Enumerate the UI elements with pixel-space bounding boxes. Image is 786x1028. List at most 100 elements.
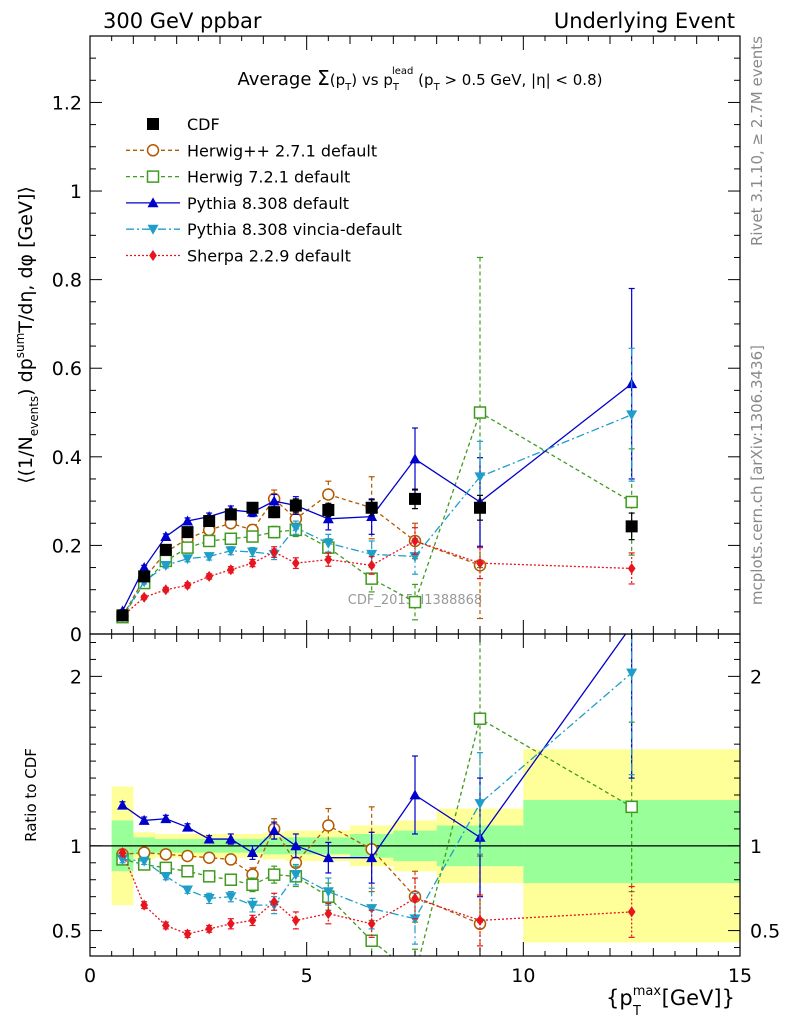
main-data-point <box>224 532 238 546</box>
legend-item: Sherpa 2.2.9 default <box>126 247 351 266</box>
ratio-ytick-label-right: 0.5 <box>750 921 780 943</box>
ratio-data-point <box>247 900 258 911</box>
ratio-data-point <box>322 819 335 832</box>
main-ylabel: ⟨(1/Nevents) dpsumT/dη, dφ [GeV]⟩ <box>13 186 41 484</box>
ratio-data-point <box>181 849 194 863</box>
ratio-series-4 <box>118 847 636 947</box>
main-data-point <box>324 554 333 566</box>
main-data-point <box>268 495 280 506</box>
mcplots-label: mcplots.cern.ch [arXiv:1306.3436] <box>748 345 766 605</box>
ratio-data-point <box>160 871 172 882</box>
ratio-ytick-label-right: 1 <box>750 836 762 858</box>
main-data-point <box>205 570 214 582</box>
legend-label: Herwig 7.2.1 default <box>187 168 350 187</box>
main-ytick-label: 0.8 <box>52 270 82 292</box>
main-series-line <box>121 411 632 618</box>
main-data-point <box>202 534 216 548</box>
ratio-data-point <box>203 893 215 904</box>
ratio-data-point <box>224 853 238 866</box>
ratio-data-point <box>203 833 215 844</box>
main-data-point <box>474 472 486 483</box>
ratio-data-point <box>159 848 173 861</box>
x-axis-label: {pmax T [GeV]} <box>606 984 735 1019</box>
ratio-data-point <box>627 906 636 918</box>
main-data-point <box>289 499 302 512</box>
legend-marker <box>147 224 159 235</box>
main-data-point <box>203 515 216 528</box>
main-data-point <box>248 557 257 569</box>
main-ytick-label: 0.2 <box>52 535 82 557</box>
main-data-point <box>290 523 302 534</box>
main-data-point <box>268 506 281 519</box>
ratio-data-point <box>291 914 300 926</box>
ratio-xtick-label: 15 <box>728 965 752 987</box>
ratio-data-point <box>476 914 484 926</box>
legend-label: Pythia 8.308 vincia-default <box>187 220 402 239</box>
main-data-point <box>267 525 281 539</box>
main-series-line <box>121 383 633 612</box>
ratio-data-point <box>367 918 376 930</box>
ratio-data-point <box>182 885 193 896</box>
ratio-data-point <box>159 861 173 875</box>
main-data-point <box>322 488 335 501</box>
main-data-point <box>408 595 422 609</box>
ratio-data-point <box>268 825 280 835</box>
ratio-data-point <box>267 868 281 881</box>
main-data-point <box>226 564 235 576</box>
ratio-data-point <box>322 852 334 863</box>
main-data-point <box>365 501 378 514</box>
ratio-data-point <box>626 620 637 630</box>
main-data-point <box>161 584 170 596</box>
legend-item: Pythia 8.308 vincia-default <box>126 220 402 239</box>
legend-marker <box>147 197 159 208</box>
main-series-0 <box>116 488 638 622</box>
ratio-data-point <box>247 847 258 858</box>
ratio-data-point <box>322 887 334 898</box>
main-ytick-label: 1.2 <box>52 92 82 114</box>
main-data-point <box>625 495 638 509</box>
ratio-data-point <box>248 914 257 926</box>
main-data-point <box>225 546 237 557</box>
main-data-point <box>626 410 638 421</box>
legend-item: CDF <box>147 115 220 134</box>
ratio-data-point <box>625 800 638 814</box>
ratio-data-point <box>202 851 216 864</box>
ratio-ylabel: Ratio to CDF <box>22 748 40 842</box>
ratio-data-point <box>626 668 638 679</box>
ratio-data-point <box>205 923 214 935</box>
legend-marker <box>146 144 160 157</box>
main-data-point <box>247 547 258 558</box>
main-data-point <box>474 501 486 514</box>
ratio-series-3 <box>117 634 638 945</box>
main-data-point <box>473 406 487 419</box>
ratio-data-point <box>138 814 150 825</box>
ratio-data-point <box>290 840 302 851</box>
ratio-data-point <box>473 712 487 725</box>
main-data-point <box>181 541 194 554</box>
ratio-data-point <box>140 899 149 911</box>
ratio-ytick-label-left: 2 <box>70 666 82 688</box>
legend-marker <box>149 250 157 261</box>
ratio-data-point <box>366 852 378 863</box>
main-ytick-label: 0.6 <box>52 358 82 380</box>
ratio-data-point <box>117 855 128 865</box>
ratio-plot-area <box>90 620 740 980</box>
main-data-point <box>270 546 279 558</box>
ratio-data-point <box>202 870 216 883</box>
main-ytick-label: 1 <box>70 181 82 203</box>
main-data-point <box>224 508 237 521</box>
ratio-xtick-label: 10 <box>511 965 535 987</box>
legend: CDF Herwig++ 2.7.1 default Herwig 7.2.1 de… <box>126 115 402 266</box>
main-data-point <box>116 609 129 622</box>
ratio-data-point <box>160 813 172 824</box>
ratio-data-point <box>410 969 421 980</box>
ratio-data-point <box>246 878 259 892</box>
main-data-point <box>138 562 150 572</box>
main-data-point <box>409 492 421 505</box>
main-ytick-label: 0.4 <box>52 447 82 469</box>
main-data-point <box>322 503 335 516</box>
main-data-point <box>246 501 259 514</box>
main-data-point <box>182 515 193 526</box>
